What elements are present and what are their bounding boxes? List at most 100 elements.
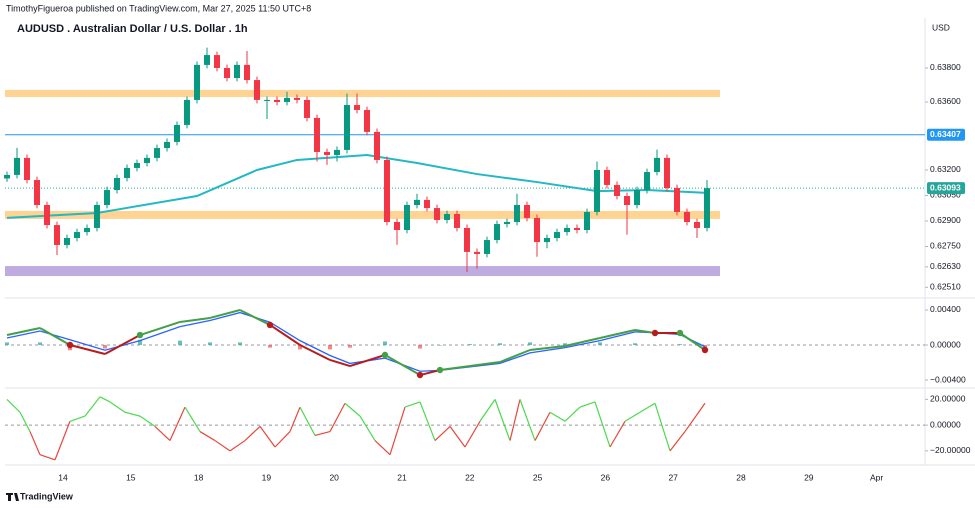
candle-body <box>104 190 110 206</box>
macd-segment <box>384 354 421 376</box>
oscillator-segment <box>404 401 421 408</box>
macd-segment <box>269 324 301 346</box>
cross-dot <box>136 331 144 339</box>
candle-body <box>684 211 690 223</box>
y-tick-label: 0.00000 <box>930 419 961 429</box>
candle-body <box>144 157 150 164</box>
oscillator-segment <box>19 411 31 432</box>
x-tick-label: 26 <box>601 472 611 482</box>
y-tick-label: 0.00400 <box>930 304 961 314</box>
candle-body <box>4 174 10 179</box>
candle-body <box>444 214 450 220</box>
y-tick-label: 0.63200 <box>930 164 961 174</box>
oscillator-segment <box>464 420 481 448</box>
y-tick-label: 0.00000 <box>930 339 961 349</box>
x-tick-label: 19 <box>262 472 272 482</box>
candle-body <box>254 80 260 100</box>
x-tick-label: 25 <box>533 472 543 482</box>
y-tick-label: 0.62630 <box>930 261 961 271</box>
x-tick-label: 27 <box>668 472 678 482</box>
moving-average <box>6 154 708 219</box>
histogram-bar <box>348 345 352 348</box>
candle-body <box>644 172 650 191</box>
oscillator-segment <box>314 430 331 436</box>
oscillator-segment <box>214 440 231 452</box>
candle-body <box>704 188 710 228</box>
oscillator-segment <box>6 398 21 413</box>
macd-segment <box>634 329 656 335</box>
candle-body <box>294 97 300 100</box>
oscillator-segment <box>344 402 361 417</box>
candle-body <box>534 217 540 243</box>
oscillator-segment <box>609 420 626 448</box>
candle-body <box>574 227 580 230</box>
price-tag <box>927 128 965 141</box>
histogram-bar <box>598 342 602 346</box>
oscillator-segment <box>449 426 466 448</box>
cross-dot <box>416 371 424 379</box>
chart-title: AUDUSD . Australian Dollar / U.S. Dollar… <box>17 23 248 35</box>
macd-segment <box>679 332 706 351</box>
macd-segment <box>329 359 351 367</box>
candle-body <box>664 157 670 189</box>
macd-segment <box>564 337 601 347</box>
brand: TradingView <box>20 491 74 501</box>
oscillator-segment <box>374 440 391 456</box>
oscillator-segment <box>579 401 596 408</box>
price-tag <box>927 182 965 195</box>
macd-segment <box>39 327 71 346</box>
histogram-bar <box>5 342 9 346</box>
cross-dot <box>676 329 684 337</box>
cross-dot <box>701 346 709 354</box>
x-tick-label: 18 <box>194 472 204 482</box>
macd-segment <box>299 344 331 361</box>
oscillator-segment <box>329 402 346 432</box>
candle-body <box>564 227 570 233</box>
macd-segment <box>419 369 441 377</box>
candle-body <box>594 169 600 212</box>
candle-body <box>634 190 640 206</box>
oscillator-segment <box>39 454 56 461</box>
candle-body <box>544 237 550 243</box>
oscillator-segment <box>494 399 511 441</box>
candle-body <box>34 180 40 206</box>
candle-body <box>514 205 520 223</box>
candle-body <box>344 105 350 150</box>
macd-segment <box>469 361 501 368</box>
oscillator-segment <box>124 411 141 417</box>
x-tick-label: Apr <box>870 472 883 482</box>
y-tick-label: 0.63600 <box>930 96 961 106</box>
candle-body <box>504 222 510 225</box>
oscillator-segment <box>684 402 706 432</box>
oscillator-segment <box>594 401 611 448</box>
histogram-bar <box>138 339 142 346</box>
candle-body <box>494 224 500 241</box>
histogram-bar <box>418 345 422 349</box>
y-tick-label: 20.00000 <box>930 394 966 404</box>
candle-body <box>44 205 50 226</box>
candle-body <box>224 67 230 79</box>
candle-body <box>524 205 530 218</box>
candle-body <box>74 232 80 238</box>
macd-segment <box>209 309 241 319</box>
candle-body <box>454 214 460 228</box>
candle-body <box>54 225 60 245</box>
histogram-bar <box>633 343 637 346</box>
histogram-bar <box>38 342 42 346</box>
candle-body <box>354 105 360 110</box>
x-tick-label: 29 <box>804 472 814 482</box>
histogram-bar <box>563 343 567 346</box>
candle-body <box>304 99 310 118</box>
candle-body <box>334 149 340 156</box>
macd-segment <box>239 309 271 326</box>
oscillator-segment <box>274 431 291 448</box>
y-tick-label: −0.00400 <box>930 374 966 384</box>
candle-body <box>94 205 100 228</box>
oscillator-segment <box>199 431 216 442</box>
oscillator-segment <box>84 396 101 417</box>
candle-body <box>264 99 270 101</box>
oscillator-segment <box>99 396 111 403</box>
oscillator-segment <box>289 406 301 432</box>
oscillator-segment <box>139 415 156 427</box>
signal-line <box>6 311 706 372</box>
